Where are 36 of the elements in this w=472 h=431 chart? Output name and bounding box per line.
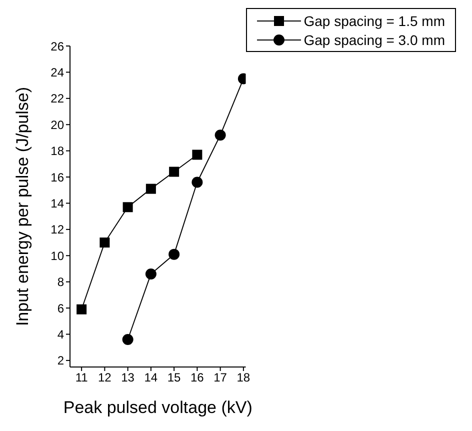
y-tick-label: 20 [50, 118, 64, 132]
y-axis-title: Input energy per pulse (J/pulse) [13, 86, 32, 326]
y-tick-label: 16 [50, 170, 64, 184]
x-tick-label: 13 [121, 370, 135, 385]
point [169, 166, 180, 177]
point [214, 130, 226, 141]
point [100, 238, 110, 248]
point [192, 176, 203, 188]
y-tick-label: 4 [57, 328, 64, 342]
y-tick-label: 8 [57, 275, 64, 290]
y-tick-label: 18 [50, 144, 64, 158]
x-tick-label: 15 [167, 370, 182, 385]
point [122, 334, 134, 345]
x-tick-label: 16 [190, 370, 204, 385]
x-tick-label: 14 [144, 370, 158, 385]
y-tick-label: 26 [50, 39, 64, 54]
x-tick-label: 12 [98, 370, 112, 385]
point [168, 248, 180, 260]
legend-label: Gap spacing = 3.0 mm [304, 32, 445, 48]
legend-label: Gap spacing = 1.5 mm [304, 12, 445, 28]
y-tick-label: 22 [50, 92, 64, 106]
point [122, 202, 133, 212]
y-tick-label: 24 [50, 65, 64, 80]
point [145, 268, 156, 280]
y-tick-label: 2 [57, 354, 64, 368]
point [146, 184, 156, 194]
y-tick-label: 12 [50, 222, 64, 237]
y-tick-label: 10 [50, 248, 64, 263]
x-tick-label: 11 [75, 370, 88, 385]
x-tick-label: 18 [236, 370, 250, 385]
y-tick-label: 14 [50, 196, 64, 210]
y-tick-label: 6 [57, 301, 64, 316]
x-axis-title: Peak pulsed voltage (kV) [63, 398, 252, 417]
point [192, 150, 202, 160]
point [76, 304, 87, 314]
x-tick-label: 17 [214, 370, 228, 385]
